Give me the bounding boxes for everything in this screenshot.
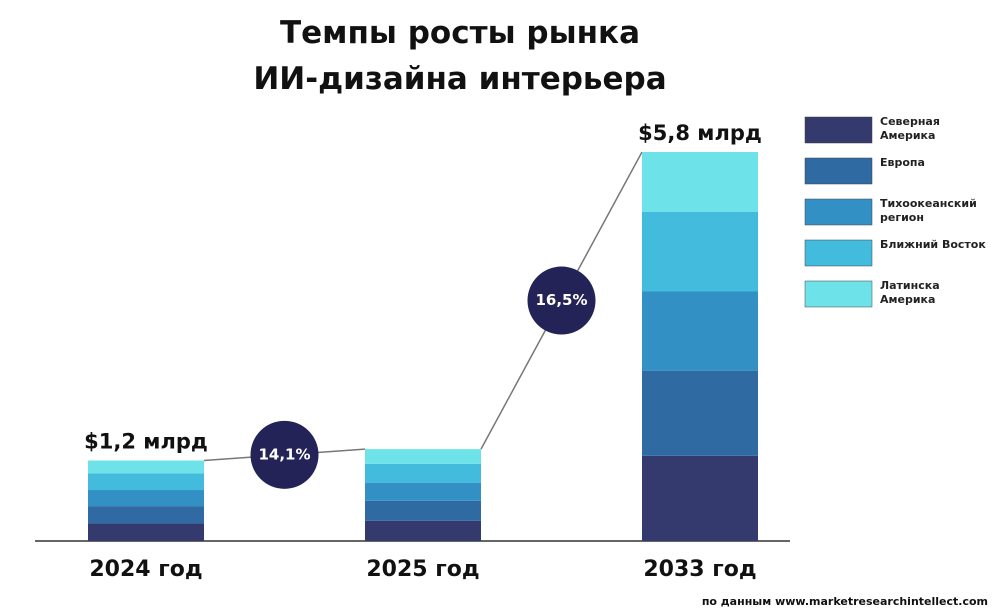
growth-label: 14,1% bbox=[258, 445, 310, 463]
chart-title: Темпы росты рынка ИИ-дизайна интерьера bbox=[253, 15, 667, 97]
x-tick-label: 2024 год bbox=[89, 557, 202, 582]
bar-segment bbox=[642, 152, 758, 212]
legend-label: Ближний Восток bbox=[880, 238, 986, 251]
total-label: $1,2 млрд bbox=[84, 430, 208, 454]
bar-segment bbox=[88, 506, 204, 524]
legend-swatch bbox=[804, 116, 873, 144]
legend-label: Европа bbox=[880, 156, 925, 169]
bar-segment bbox=[365, 482, 481, 501]
growth-label: 16,5% bbox=[535, 291, 587, 309]
bar-segment bbox=[88, 460, 204, 474]
bar-segment bbox=[365, 520, 481, 541]
bar-segment bbox=[365, 463, 481, 483]
legend-swatch bbox=[804, 157, 873, 185]
bar-segment bbox=[365, 449, 481, 464]
growth-badge bbox=[250, 420, 319, 489]
bar-segment bbox=[642, 370, 758, 456]
legend-swatch bbox=[804, 198, 873, 226]
legend-swatch bbox=[804, 280, 873, 308]
legend-label: Латинска Америка bbox=[880, 279, 940, 306]
legend-label: Тихоокеанский регион bbox=[880, 197, 977, 224]
x-tick-label: 2025 год bbox=[366, 557, 479, 582]
source: по данным www.marketresearchintellect.co… bbox=[701, 595, 988, 608]
bar-segment bbox=[88, 523, 204, 541]
total-label: $5,8 млрд bbox=[638, 121, 762, 145]
bar-segment bbox=[642, 291, 758, 371]
bar-segment bbox=[88, 473, 204, 491]
bar-segment bbox=[365, 500, 481, 521]
growth-badge bbox=[527, 266, 596, 335]
legend-swatch bbox=[804, 239, 873, 267]
bar-segment bbox=[642, 455, 758, 541]
bar-segment bbox=[642, 211, 758, 292]
x-tick-label: 2033 год bbox=[643, 557, 756, 582]
legend-label: Северная Америка bbox=[880, 115, 940, 142]
bar-segment bbox=[88, 490, 204, 507]
